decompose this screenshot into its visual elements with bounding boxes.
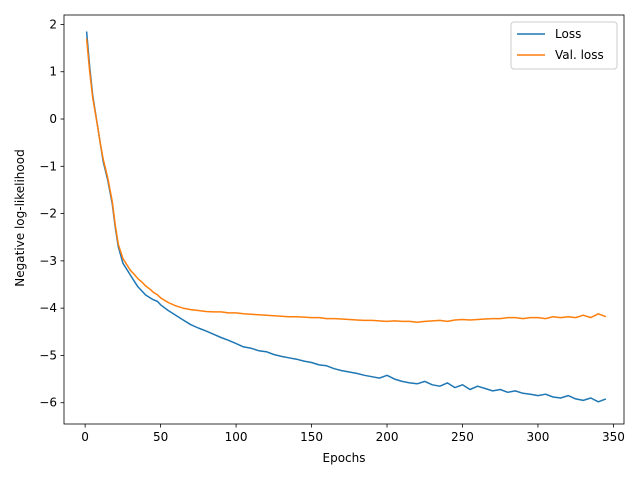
x-tick-label: 150 [300,430,323,444]
series-line-1 [85,38,607,324]
x-tick-label: 250 [451,430,474,444]
y-tick-label: 1 [49,65,57,79]
y-tick-label: −1 [39,159,57,173]
y-axis-label: Negative log-likelihood [13,149,27,286]
plot-layer [85,31,607,403]
x-tick-label: 50 [153,430,168,444]
y-tick-label: −5 [39,348,57,362]
axes-layer: 0 50 100 150 200 250 300 350 2 1 0 −1 −2 −3 −4 −5 −6 [39,14,625,444]
y-tick-label: −2 [39,207,57,221]
y-tick-label: −6 [39,396,57,410]
x-tick-label: 200 [376,430,399,444]
x-axis-label: Epochs [323,451,366,465]
legend-label-0: Loss [555,27,581,41]
legend-label-1: Val. loss [555,48,604,62]
x-tick-label: 350 [602,430,625,444]
series-line-0 [85,31,607,403]
y-tick-label: 0 [49,112,57,126]
y-axis-label-group: Negative log-likelihood [13,149,27,286]
x-tick-label: 300 [527,430,550,444]
x-tick-label: 100 [225,430,248,444]
y-tick-label: −3 [39,254,57,268]
y-tick-label: −4 [39,301,57,315]
plot-frame [63,14,625,425]
y-tick-label: 2 [49,17,57,31]
x-tick-label: 0 [81,430,89,444]
legend: Loss Val. loss [510,21,618,70]
